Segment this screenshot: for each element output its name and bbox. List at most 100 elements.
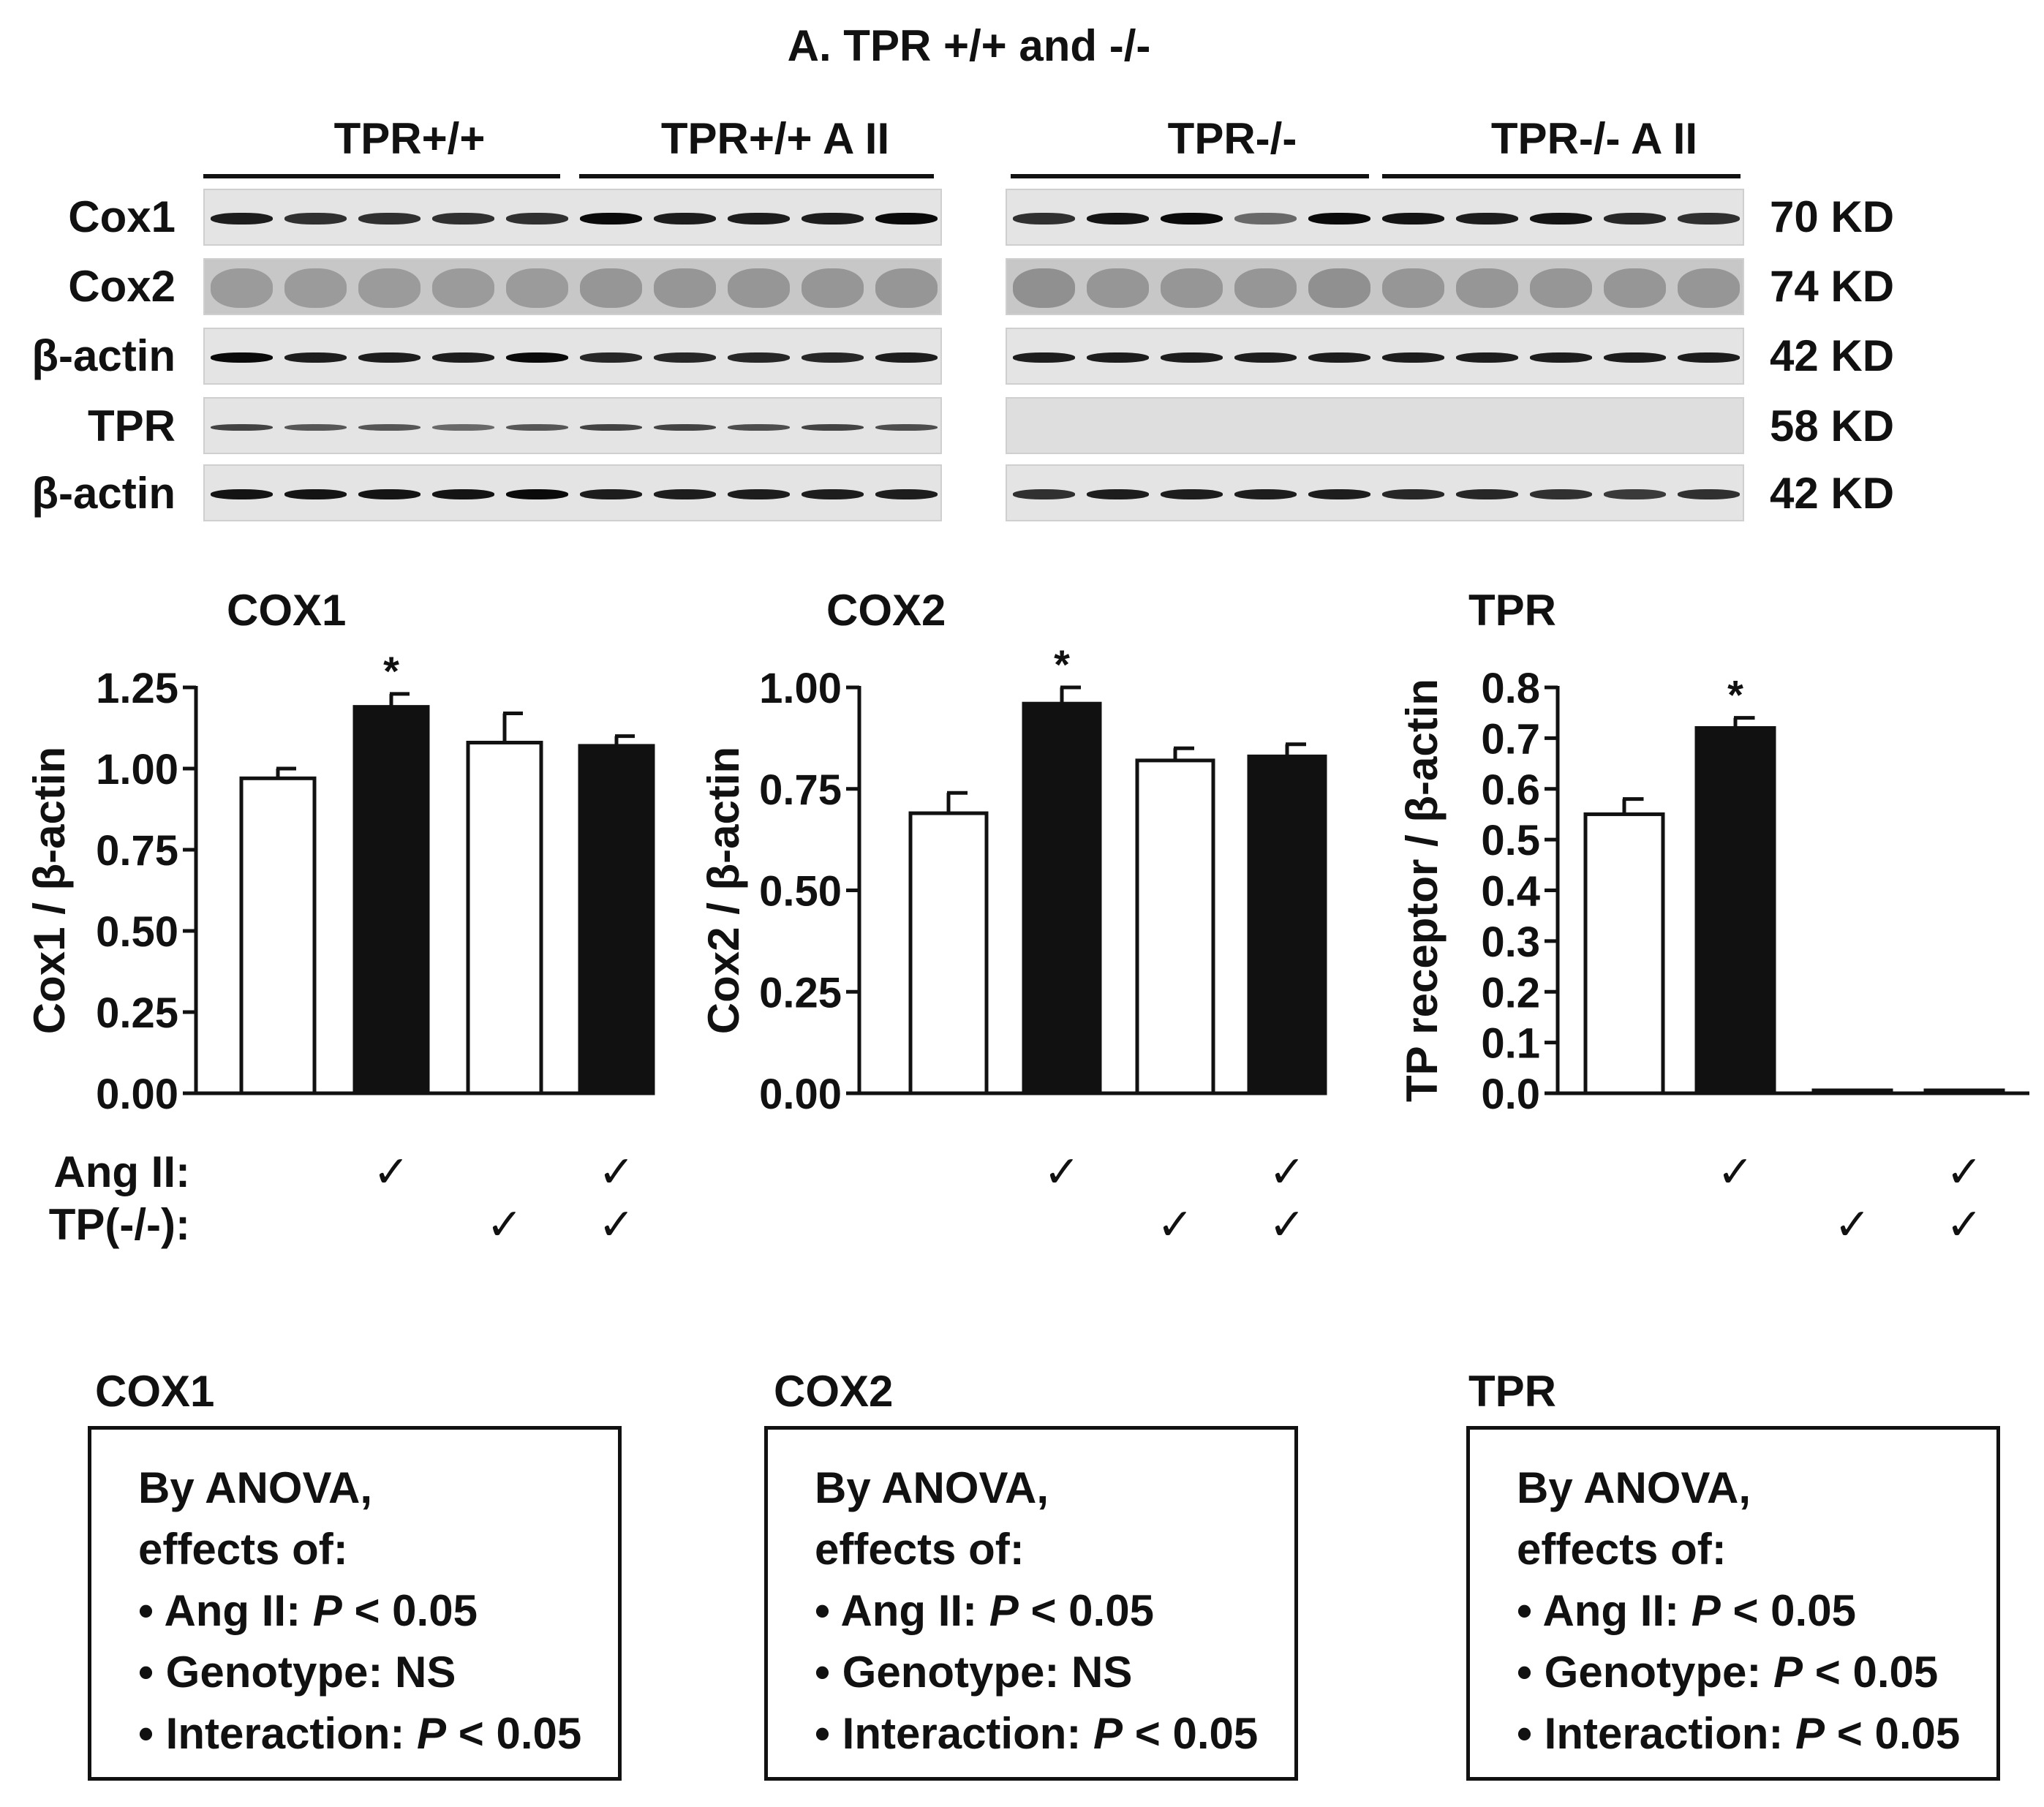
blot-band: [358, 352, 421, 363]
blot-band: [875, 423, 938, 431]
blot-band: [1382, 352, 1444, 363]
blot-kd-label: 58 KD: [1770, 401, 1895, 450]
blot-band: [728, 268, 790, 308]
blot-band: [284, 489, 347, 499]
blot-row-label: β-actin: [31, 331, 176, 380]
anova-title-cox2: COX2: [774, 1367, 894, 1416]
y-tick-label: 1.25: [96, 665, 178, 712]
y-tick-label: 0.2: [1481, 969, 1540, 1016]
bar: [578, 744, 655, 1095]
anova-ang-ii: • Ang II: P < 0.05: [1517, 1586, 1856, 1635]
y-tick-label: 0.8: [1481, 665, 1540, 712]
blot-band: [1678, 213, 1740, 225]
blot-band: [211, 352, 273, 363]
blot-band: [1604, 489, 1666, 499]
blot-kd-label: 42 KD: [1770, 469, 1895, 518]
bar: [1811, 1088, 1893, 1095]
blot-band: [1678, 268, 1740, 308]
blot-band: [358, 423, 421, 431]
blot-group-label: TPR-/- A II: [1490, 114, 1698, 163]
blot-band: [728, 352, 790, 363]
blot-band: [875, 352, 938, 363]
anova-line: By ANOVA,: [815, 1463, 1049, 1512]
ang-ii-check-icon: ✓: [1716, 1147, 1754, 1196]
tp-ko-check-icon: ✓: [1945, 1200, 1983, 1249]
tp-ko-label: TP(-/-):: [48, 1200, 190, 1249]
y-tick-label: 0.5: [1481, 817, 1540, 864]
bar-charts: 0.00 0.25 0.50 0.75 1.00 1.25 Cox1 / β-actin * 0…: [25, 641, 2029, 1118]
anova-line: By ANOVA,: [138, 1463, 373, 1512]
blot-band: [211, 489, 273, 499]
blot-band: [211, 268, 273, 308]
blot-band: [1087, 268, 1149, 308]
tp-ko-check-icon: ✓: [1268, 1200, 1306, 1249]
blot-band: [654, 268, 716, 308]
blot-band: [1456, 213, 1518, 225]
blot-band: [580, 423, 642, 431]
blot-band: [432, 213, 494, 225]
blot-band: [432, 268, 494, 308]
y-axis-label: Cox1 / β-actin: [25, 747, 74, 1034]
chart-title-cox2: COX2: [826, 586, 946, 635]
bar: [1022, 701, 1102, 1095]
y-tick-label: 0.50: [759, 868, 842, 916]
blot-band: [506, 352, 568, 363]
blot-row-label: TPR: [88, 401, 176, 450]
anova-line: effects of:: [138, 1525, 348, 1574]
significance-star: *: [1727, 672, 1743, 718]
y-tick-label: 0.1: [1481, 1020, 1540, 1068]
blot-band: [358, 489, 421, 499]
blot-band: [211, 213, 273, 225]
blot-band: [506, 213, 568, 225]
blot-strip: [1006, 464, 1744, 521]
anova-line: effects of:: [815, 1525, 1025, 1574]
blot-band: [506, 423, 568, 431]
chart-title-tpr: TPR: [1468, 586, 1556, 635]
blot-band: [1382, 213, 1444, 225]
blot-band: [802, 489, 864, 499]
anova-genotype: • Genotype: NS: [815, 1648, 1133, 1697]
blot-band: [875, 268, 938, 308]
anova-box-cox1: By ANOVA, effects of: • Ang II: P < 0.05…: [88, 1426, 622, 1781]
bar: [352, 705, 430, 1095]
anova-title-tpr: TPR: [1468, 1367, 1556, 1416]
blot-band: [1308, 213, 1370, 225]
bar: [466, 740, 543, 1095]
blot-band: [802, 213, 864, 225]
blot-band: [1234, 213, 1297, 225]
blot-strip: [203, 464, 942, 521]
blot-group-label: TPR+/+: [333, 114, 486, 163]
blot-band: [580, 352, 642, 363]
blot-band: [1087, 352, 1149, 363]
blot-band: [1604, 268, 1666, 308]
blot-band: [506, 268, 568, 308]
bar: [1247, 754, 1327, 1095]
blot-band: [1308, 489, 1370, 499]
blot-band: [728, 213, 790, 225]
y-tick-label: 0.0: [1481, 1071, 1540, 1118]
anova-title-cox1: COX1: [95, 1367, 215, 1416]
bar: [1135, 758, 1215, 1095]
blot-band: [1604, 352, 1666, 363]
figure-title: A. TPR +/+ and -/-: [787, 21, 1151, 70]
tp-ko-check-icon: ✓: [1156, 1200, 1194, 1249]
blot-band: [1234, 489, 1297, 499]
blot-band: [654, 213, 716, 225]
y-tick-label: 0.50: [96, 908, 178, 956]
blot-band: [432, 352, 494, 363]
blot-band: [728, 423, 790, 431]
y-tick-label: 0.4: [1481, 868, 1540, 916]
y-tick-label: 0.75: [759, 766, 842, 814]
bar: [239, 776, 317, 1095]
blot-band: [580, 268, 642, 308]
y-tick-label: 0.00: [96, 1071, 178, 1118]
blot-strip: [1006, 397, 1744, 454]
bar: [1694, 726, 1776, 1095]
tp-ko-check-icon: ✓: [486, 1200, 524, 1249]
blot-group-underline: [1382, 174, 1741, 178]
blot-group-underline: [1011, 174, 1369, 178]
ang-ii-check-icon: ✓: [1268, 1147, 1306, 1196]
y-axis-label: TP receptor / β-actin: [1398, 679, 1447, 1102]
y-axis-label: Cox2 / β-actin: [699, 747, 748, 1034]
blot-band: [1456, 268, 1518, 308]
